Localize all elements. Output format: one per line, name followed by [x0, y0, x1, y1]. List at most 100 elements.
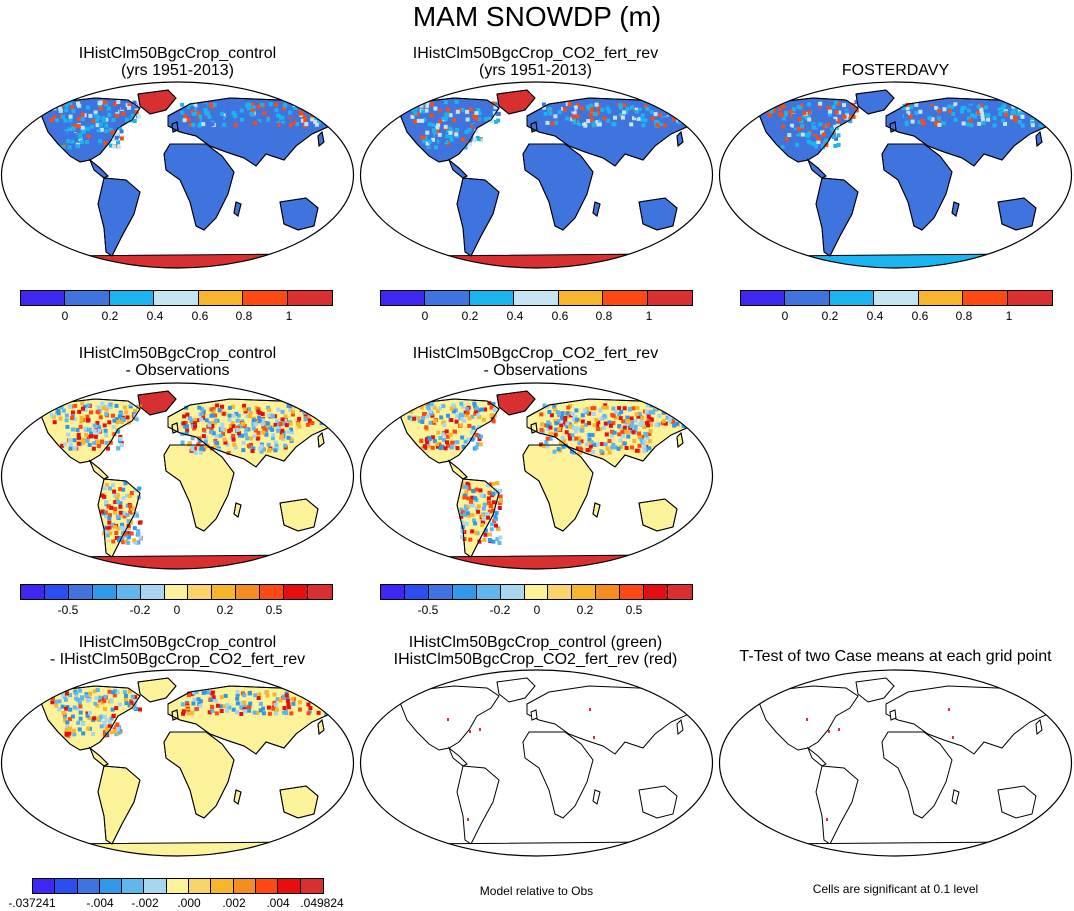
tick-label: 0	[533, 603, 541, 617]
tick-label: 0.2	[461, 309, 479, 323]
colorbar-swatch	[558, 291, 604, 305]
colorbar-3	[740, 290, 1053, 306]
colorbar-swatch	[668, 585, 692, 599]
tick-label: 0.8	[595, 309, 613, 323]
tick-label: -.037241	[8, 896, 56, 910]
map-panel-5	[359, 381, 714, 571]
colorbar-swatch	[164, 585, 189, 599]
tick-label: 0.8	[955, 309, 973, 323]
tick-label: 0.4	[866, 309, 884, 323]
colorbar-swatch	[500, 585, 525, 599]
panel-1-title-line2: (yrs 1951-2013)	[121, 62, 234, 79]
figure-title: MAM SNOWDP (m)	[412, 1, 662, 32]
panel-4-title-line1: IHistClm50BgcCrop_control	[78, 345, 277, 362]
colorbar-swatch	[596, 585, 621, 599]
colorbar-swatch	[260, 585, 285, 599]
colorbar-swatch	[647, 291, 692, 305]
colorbar-swatch	[92, 585, 117, 599]
colorbar-swatch	[620, 585, 645, 599]
world-map	[718, 81, 1073, 269]
map-panel-8	[359, 668, 714, 858]
colorbar-4	[20, 584, 333, 600]
panel-9-title: T-Test of two Case means at each grid po…	[718, 648, 1073, 665]
tick-label: 0	[173, 603, 181, 617]
tick-label: 0.2	[101, 309, 119, 323]
tick-label: 0.2	[821, 309, 839, 323]
colorbar-swatch	[122, 879, 145, 893]
colorbar-2	[380, 290, 693, 306]
panel-8-title-line1: IHistClm50BgcCrop_control (green)	[408, 634, 663, 651]
tick-label: 0.2	[576, 603, 594, 617]
colorbar-swatch	[572, 585, 597, 599]
tick-label: 0	[781, 309, 789, 323]
tick-label: -0.5	[57, 603, 79, 617]
panel-4-title-line2: - Observations	[125, 362, 230, 379]
colorbar-1	[20, 290, 333, 306]
tick-label: 1	[1005, 309, 1013, 323]
panel-8-title-line2: IHistClm50BgcCrop_CO2_fert_rev (red)	[393, 651, 678, 668]
colorbar-swatch	[278, 879, 301, 893]
colorbar-swatch	[65, 291, 110, 305]
colorbar-swatch	[212, 585, 237, 599]
tick-label: -0.5	[417, 603, 439, 617]
colorbar-swatch	[381, 291, 426, 305]
colorbar-swatch	[116, 585, 141, 599]
tick-label: 0.5	[265, 603, 283, 617]
colorbar-swatch	[284, 585, 309, 599]
colorbar-swatch	[524, 585, 549, 599]
world-map	[718, 669, 1073, 857]
world-map	[359, 382, 714, 570]
tick-label: 0.6	[191, 309, 209, 323]
colorbar-swatch	[33, 879, 56, 893]
map-panel-7	[0, 668, 355, 858]
world-map	[0, 81, 355, 269]
panel-5-title: IHistClm50BgcCrop_CO2_fert_rev - Observa…	[358, 345, 713, 379]
panel-4-title: IHistClm50BgcCrop_control - Observations	[0, 345, 355, 379]
colorbar-swatch	[381, 585, 405, 599]
significance-note: Cells are significant at 0.1 level	[812, 882, 979, 896]
colorbar-swatch	[77, 879, 100, 893]
colorbar-swatch	[236, 585, 261, 599]
colorbar-swatch	[404, 585, 429, 599]
colorbar-swatch	[308, 585, 332, 599]
panel-2-title-line1: IHistClm50BgcCrop_CO2_fert_rev	[412, 45, 659, 62]
colorbar-swatch	[963, 291, 1008, 305]
colorbar-swatch	[829, 291, 875, 305]
world-map	[0, 669, 355, 857]
colorbar-swatch	[428, 585, 453, 599]
world-map	[359, 81, 714, 269]
map-panel-9	[718, 668, 1073, 858]
colorbar-swatch	[469, 291, 515, 305]
colorbar-swatch	[644, 585, 669, 599]
tick-label: 0.6	[911, 309, 929, 323]
colorbar-swatch	[452, 585, 477, 599]
colorbar-swatch	[21, 291, 66, 305]
panel-5-title-line1: IHistClm50BgcCrop_CO2_fert_rev	[412, 345, 659, 362]
panel-5-title-line2: - Observations	[483, 362, 588, 379]
tick-label: .049824	[300, 896, 344, 910]
map-panel-3	[718, 80, 1073, 270]
panel-2-title: IHistClm50BgcCrop_CO2_fert_rev (yrs 1951…	[358, 45, 713, 79]
tick-label: -0.2	[489, 603, 511, 617]
panel-1-title-line1: IHistClm50BgcCrop_control	[78, 45, 277, 62]
tick-label: -0.2	[129, 603, 151, 617]
colorbar-swatch	[425, 291, 470, 305]
panel-8-title: IHistClm50BgcCrop_control (green) IHistC…	[358, 634, 713, 668]
colorbar-swatch	[300, 879, 323, 893]
colorbar-swatch	[211, 879, 234, 893]
colorbar-swatch	[68, 585, 93, 599]
world-map	[359, 669, 714, 857]
tick-label: 0.4	[146, 309, 164, 323]
colorbar-swatch	[603, 291, 648, 305]
colorbar-swatch	[548, 585, 573, 599]
colorbar-swatch	[189, 879, 212, 893]
panel-3-title: FOSTERDAVY	[718, 62, 1073, 79]
tick-label: .000	[177, 896, 201, 910]
colorbar-5	[380, 584, 693, 600]
colorbar-swatch	[1007, 291, 1052, 305]
tick-label: 0.5	[625, 603, 643, 617]
panel-3-title-line1: FOSTERDAVY	[841, 62, 950, 79]
tick-label: 0.4	[506, 309, 524, 323]
colorbar-swatch	[514, 291, 559, 305]
colorbar-swatch	[55, 879, 78, 893]
